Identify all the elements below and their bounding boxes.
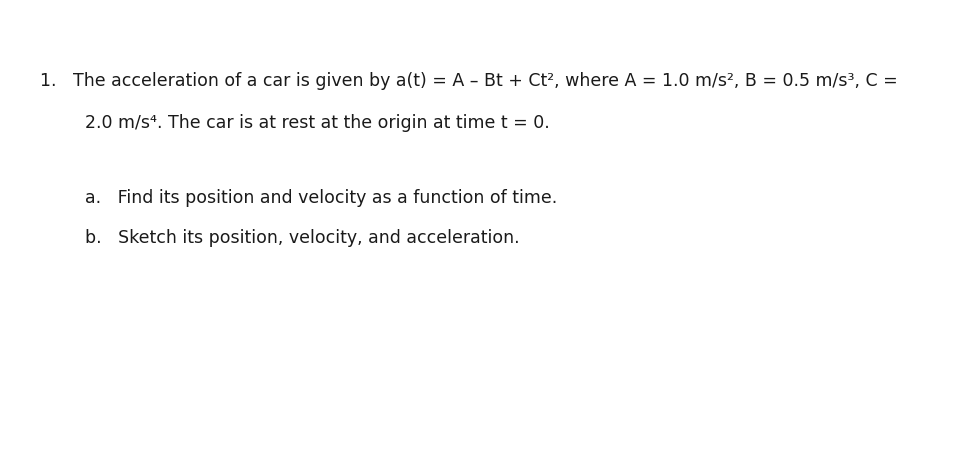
Text: a.   Find its position and velocity as a function of time.: a. Find its position and velocity as a f…	[85, 189, 557, 207]
Text: b.   Sketch its position, velocity, and acceleration.: b. Sketch its position, velocity, and ac…	[85, 229, 519, 247]
Text: 2.0 m/s⁴. The car is at rest at the origin at time t = 0.: 2.0 m/s⁴. The car is at rest at the orig…	[85, 114, 550, 133]
Text: 1.   The acceleration of a car is given by a(t) = A – Bt + Ct², where A = 1.0 m/: 1. The acceleration of a car is given by…	[40, 72, 898, 91]
